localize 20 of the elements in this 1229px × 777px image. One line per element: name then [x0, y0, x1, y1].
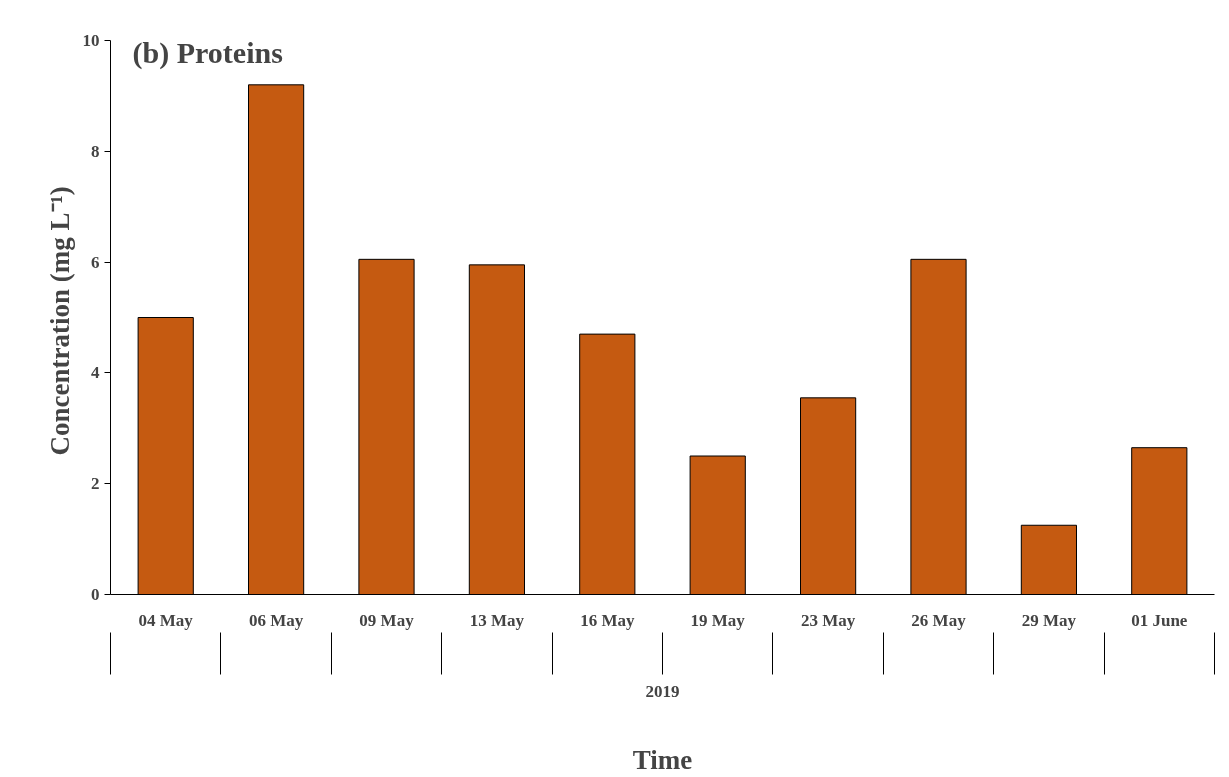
- x-tick-label: 19 May: [690, 610, 746, 630]
- x-tick-label: 06 May: [248, 610, 304, 630]
- text: 2019: [645, 681, 680, 701]
- x-tick-label: 04 May: [138, 610, 194, 630]
- x-tick-label: 16 May: [580, 610, 635, 630]
- x-tick-label: 26 May: [911, 610, 967, 630]
- x-tick-label: 23 May: [800, 610, 856, 630]
- x-tick-label: 09 May: [359, 610, 415, 630]
- y-axis-title: Concentration (mg L⁻¹): [44, 186, 75, 456]
- y-tick-label: 8: [91, 141, 100, 161]
- x-axis-title: Time: [632, 744, 693, 775]
- x-tick-label: 13 May: [469, 610, 525, 630]
- y-tick-label: 2: [91, 474, 100, 494]
- y-tick-label: 4: [91, 363, 100, 383]
- y-tick-label: 6: [91, 252, 100, 272]
- chart-title: (b) Proteins: [132, 36, 283, 70]
- x-tick-label: 01 June: [1131, 610, 1188, 630]
- x-tick-label: 29 May: [1021, 610, 1077, 630]
- y-tick-label: 10: [82, 31, 100, 50]
- y-tick-label: 0: [91, 585, 100, 604]
